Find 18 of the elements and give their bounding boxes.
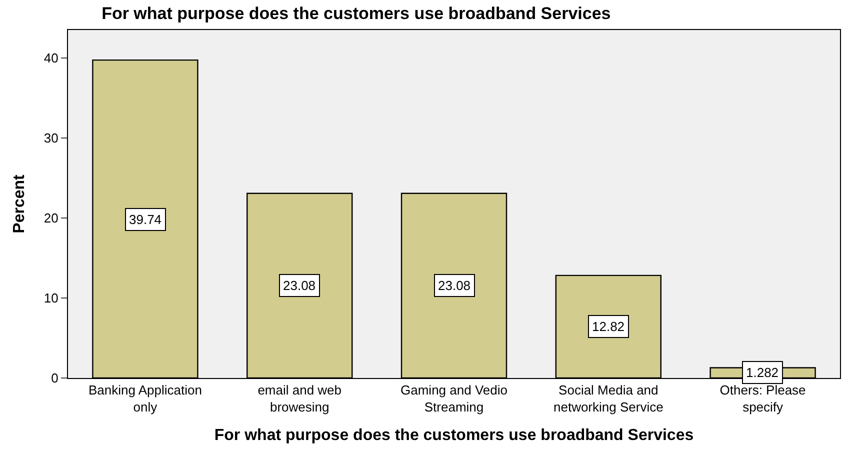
y-tick-label: 0: [51, 370, 58, 386]
x-tick-label: Others: Please specify: [720, 382, 806, 414]
y-tick-label: 20: [44, 210, 58, 226]
data-label: 23.08: [438, 278, 471, 293]
y-tick-label: 40: [44, 50, 58, 66]
x-tick-label: email and web browesing: [258, 382, 342, 414]
y-tick-label: 30: [44, 130, 58, 146]
data-label: 39.74: [129, 212, 162, 227]
chart-title: For what purpose does the customers use broadband Services: [102, 4, 611, 23]
y-axis-title: Percent: [10, 174, 28, 234]
data-label: 23.08: [283, 278, 316, 293]
data-label: 1.282: [746, 365, 779, 380]
x-tick-label: Social Media and networking Service: [553, 382, 664, 414]
x-tick-label: Banking Application only: [88, 382, 202, 414]
x-tick-label: Gaming and Vedio Streaming: [400, 382, 508, 414]
x-axis-title: For what purpose does the customers use broadband Services: [214, 427, 694, 444]
y-tick-label: 10: [44, 290, 58, 306]
data-label: 12.82: [592, 319, 625, 334]
